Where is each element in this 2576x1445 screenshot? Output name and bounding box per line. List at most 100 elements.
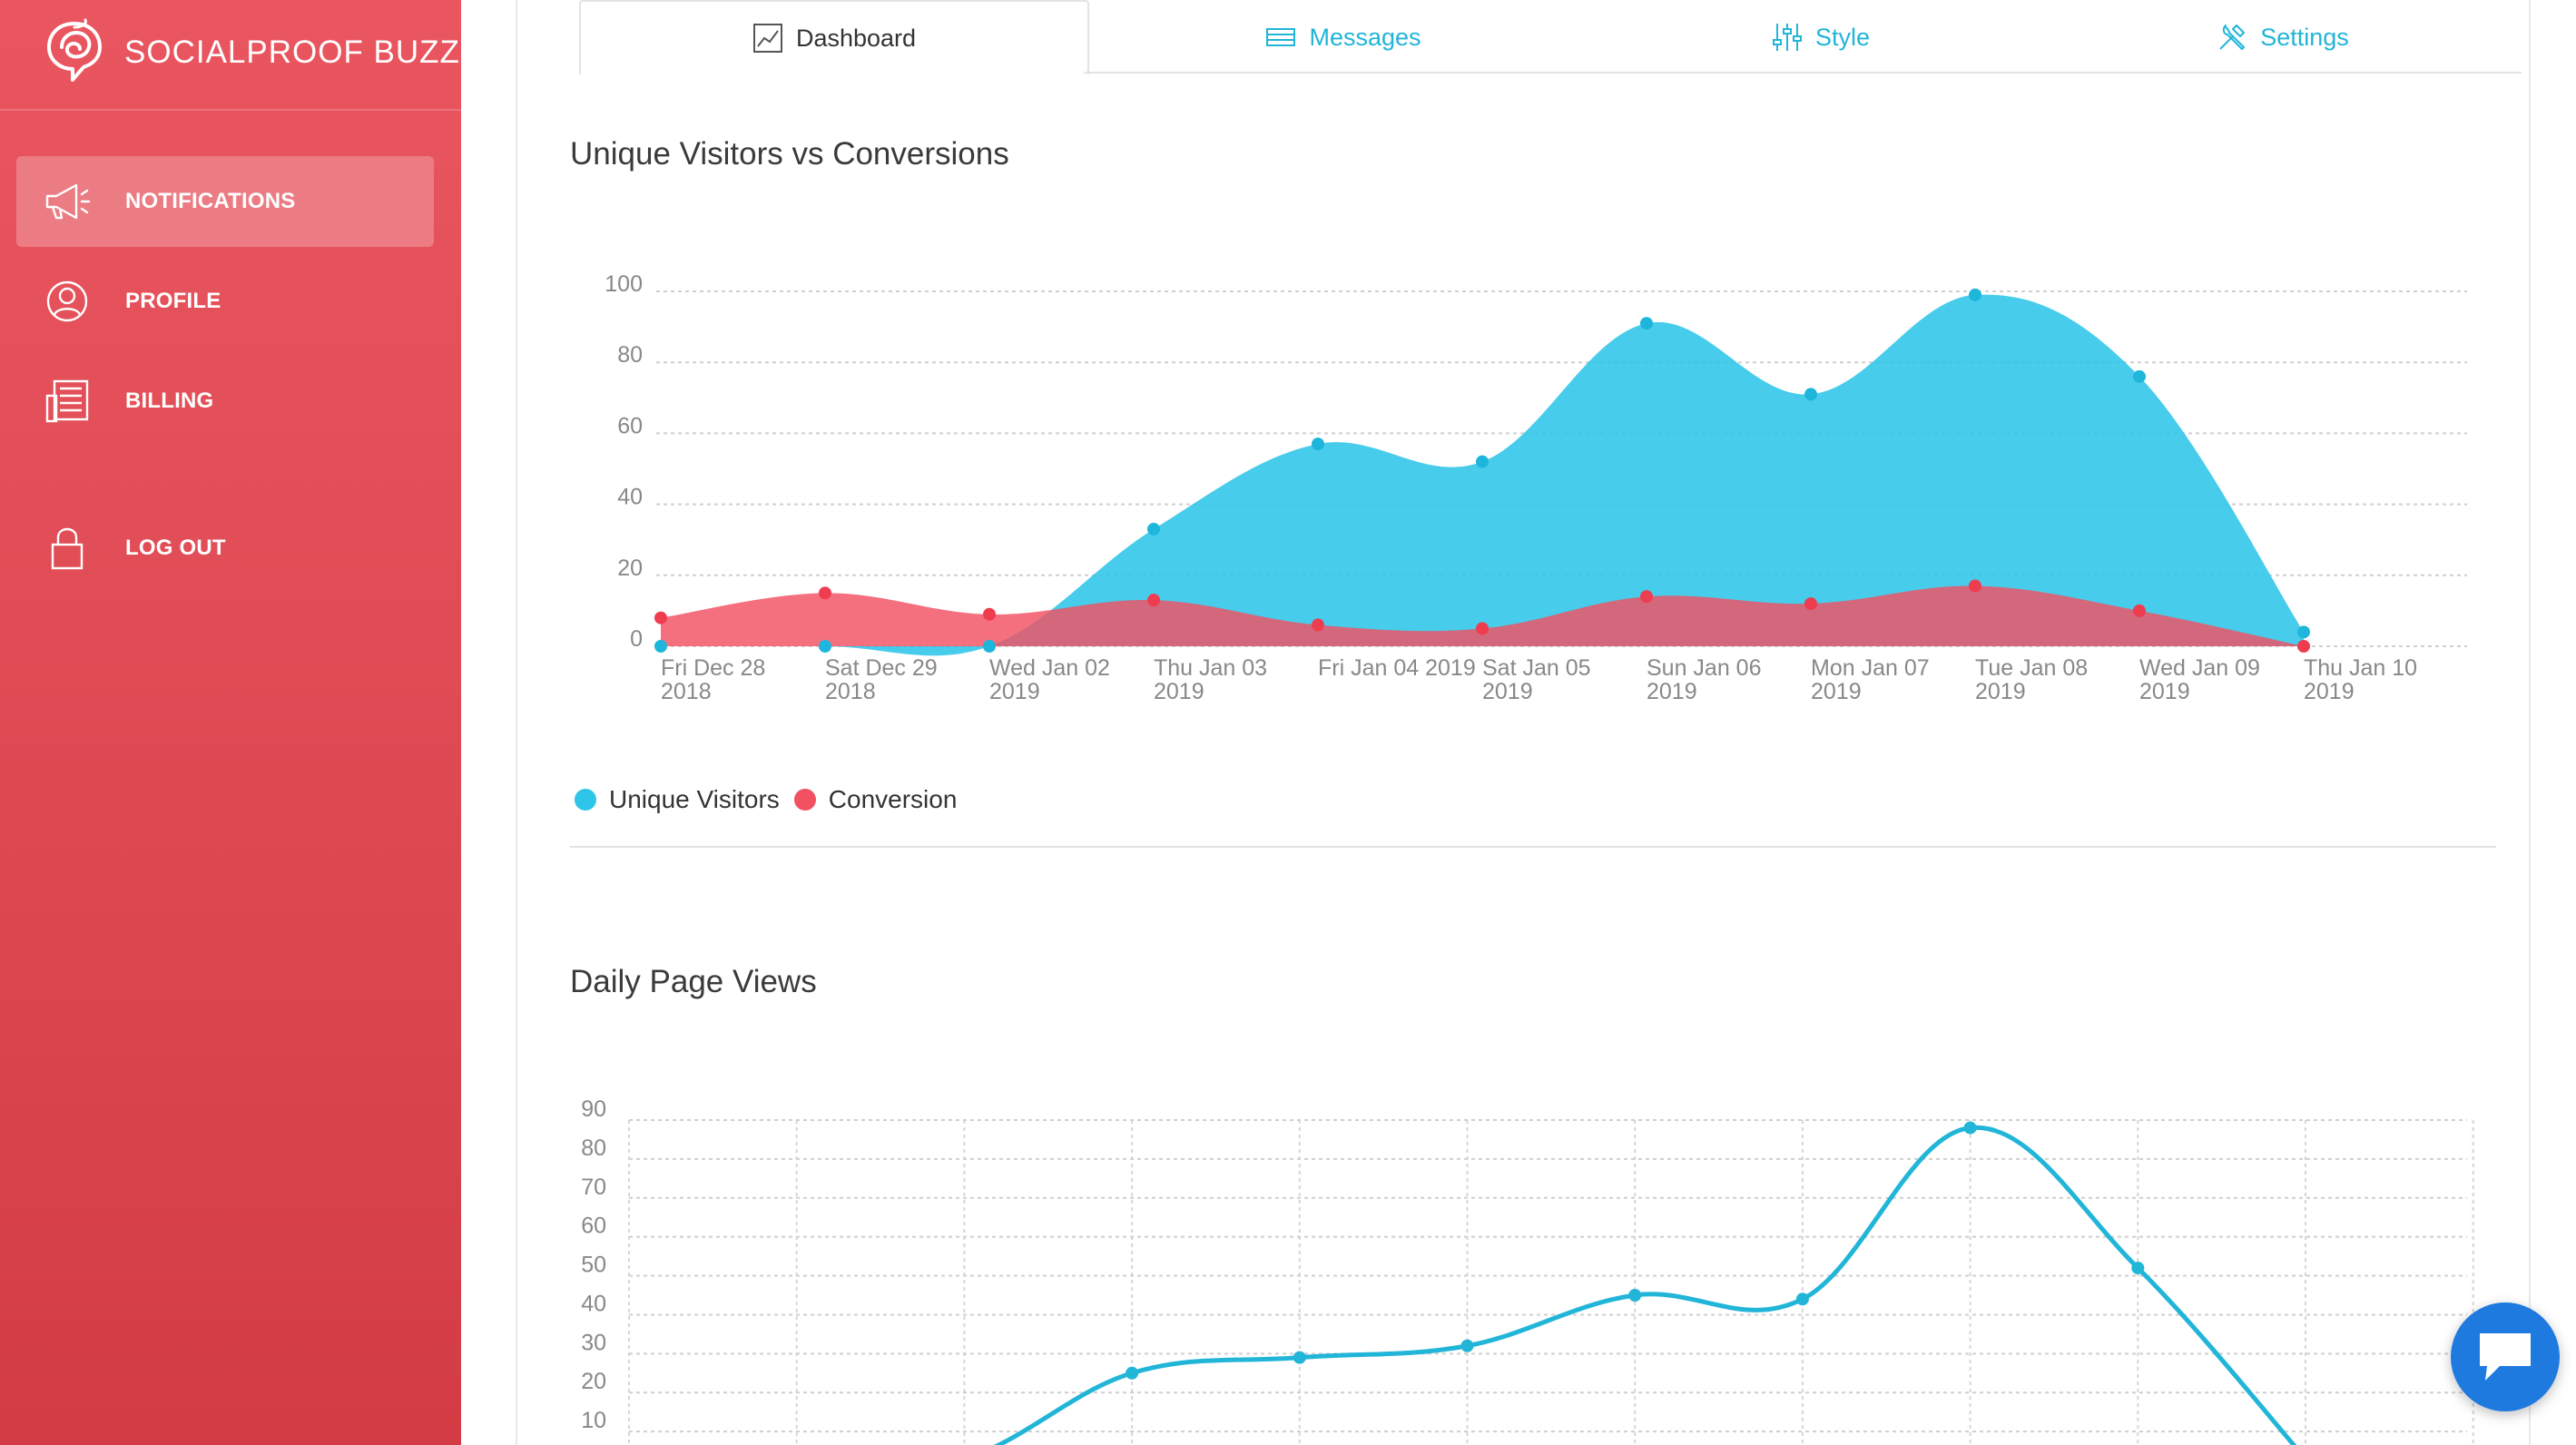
sidebar-item-label: LOG OUT [125, 536, 226, 560]
lock-icon [51, 527, 84, 570]
legend-dot-conversion [793, 789, 816, 811]
data-point [1628, 1289, 1642, 1302]
x-tick-label: Fri Dec 28 [661, 655, 765, 681]
series-area-conversion [661, 585, 2304, 646]
x-tick-label: Wed Jan 09 [2139, 655, 2260, 681]
data-point [1969, 288, 1981, 301]
invoice-icon [45, 379, 89, 423]
data-point [1476, 455, 1489, 468]
tab-label: Settings [2260, 23, 2349, 51]
legend-item-conversion[interactable]: Conversion [793, 785, 957, 814]
legend-dot-visitors [575, 789, 596, 811]
tools-icon [2219, 25, 2246, 50]
sidebar-item-logout[interactable]: LOG OUT [16, 503, 434, 594]
x-tick-label: 2018 [825, 679, 876, 704]
tab-label: Dashboard [795, 24, 917, 52]
sidebar-item-billing[interactable]: BILLING [16, 356, 434, 447]
data-point [1476, 622, 1489, 635]
brand-name: SOCIALPROOF BUZZ [124, 34, 460, 70]
daily-page-views-chart: 10 20 30 40 50 60 70 80 90 [581, 1096, 2474, 1445]
chart1-title: Unique Visitors vs Conversions [570, 136, 1009, 172]
y-tick-label: 40 [617, 485, 643, 510]
data-point [819, 586, 831, 600]
sidebar-item-profile[interactable]: PROFILE [16, 256, 434, 347]
y-tick-label: 40 [581, 1291, 606, 1316]
data-point [2133, 604, 2146, 617]
series-area-visitors [661, 294, 2304, 656]
x-tick-label: Sun Jan 06 [1647, 655, 1762, 681]
data-point [1640, 590, 1653, 604]
x-tick-label: 2019 [989, 679, 1040, 704]
data-point [1804, 597, 1817, 611]
x-tick-label: Mon Jan 07 [1811, 655, 1930, 681]
x-tick-label: 2019 [1647, 679, 1697, 704]
x-tick-label: Sat Dec 29 [825, 655, 938, 681]
sidebar-item-notifications[interactable]: NOTIFICATIONS [16, 156, 434, 247]
tab-label: Messages [1309, 23, 1421, 51]
y-tick-label: 100 [605, 271, 643, 297]
tab-label: Style [1814, 23, 1871, 51]
legend-item-visitors[interactable]: Unique Visitors [575, 785, 780, 814]
data-point [654, 640, 667, 653]
x-tick-label: Thu Jan 10 [2304, 655, 2417, 681]
x-tick-label: Wed Jan 02 [989, 655, 1110, 681]
sidebar-item-label: NOTIFICATIONS [125, 189, 296, 213]
content-border-left [516, 0, 517, 1445]
data-point [819, 640, 831, 653]
data-point [1969, 579, 1981, 593]
chat-button[interactable] [2451, 1302, 2560, 1411]
tab-dashboard[interactable]: Dashboard [579, 0, 1089, 74]
x-tick-label: 2019 [1482, 679, 1533, 704]
data-point [1804, 388, 1817, 401]
list-icon [1266, 28, 1296, 46]
legend-label-visitors: Unique Visitors [609, 785, 780, 813]
data-point [1293, 1351, 1306, 1364]
content-border-right [2529, 0, 2531, 1445]
chat-bubble-icon [2480, 1333, 2531, 1381]
data-point [1460, 1339, 1474, 1352]
sidebar: SOCIALPROOF BUZZ NOTIFICATIONS PROFILE B… [0, 0, 461, 1445]
data-point [1963, 1121, 1977, 1135]
tab-messages[interactable]: Messages [1089, 0, 1598, 74]
page-views-line [993, 1126, 2297, 1445]
data-point [983, 607, 996, 621]
x-tick-label: Thu Jan 03 [1154, 655, 1267, 681]
tab-bar: Dashboard Messages Style Settings [570, 0, 2522, 74]
x-tick-label: Fri Jan 04 2019 [1318, 655, 1476, 681]
x-tick-label: 2019 [1811, 679, 1862, 704]
brand[interactable]: SOCIALPROOF BUZZ [0, 0, 461, 109]
data-point [1640, 317, 1653, 330]
y-tick-label: 60 [581, 1214, 606, 1239]
x-tick-label: 2018 [661, 679, 712, 704]
x-tick-label: 2019 [1154, 679, 1204, 704]
y-tick-label: 50 [581, 1253, 606, 1278]
brand-divider [0, 109, 461, 111]
sliders-icon [1772, 24, 1802, 51]
data-point [1312, 437, 1324, 451]
data-point [2131, 1261, 2145, 1274]
line-chart-icon [752, 24, 782, 53]
tab-style[interactable]: Style [1598, 0, 2044, 74]
data-point [1147, 594, 1160, 607]
y-tick-label: 10 [581, 1408, 606, 1433]
y-tick-label: 90 [581, 1096, 606, 1122]
y-tick-label: 20 [581, 1369, 606, 1394]
x-tick-label: 2019 [2304, 679, 2355, 704]
data-point [1147, 522, 1160, 536]
tabs-baseline [1084, 72, 2522, 74]
x-tick-label: 2019 [1975, 679, 2026, 704]
y-tick-label: 80 [581, 1135, 606, 1161]
y-tick-label: 60 [617, 413, 643, 438]
data-point [2297, 640, 2310, 653]
y-tick-label: 80 [617, 342, 643, 368]
chat-swirl-logo-icon [47, 18, 102, 82]
tab-settings[interactable]: Settings [2044, 0, 2522, 74]
data-point [2297, 625, 2310, 639]
main-content: Dashboard Messages Style Settings [461, 0, 2576, 1445]
data-point [1795, 1293, 1809, 1306]
data-point [1126, 1366, 1139, 1380]
section-divider [570, 846, 2496, 848]
y-tick-label: 0 [630, 626, 643, 652]
chart2-title: Daily Page Views [570, 964, 817, 999]
